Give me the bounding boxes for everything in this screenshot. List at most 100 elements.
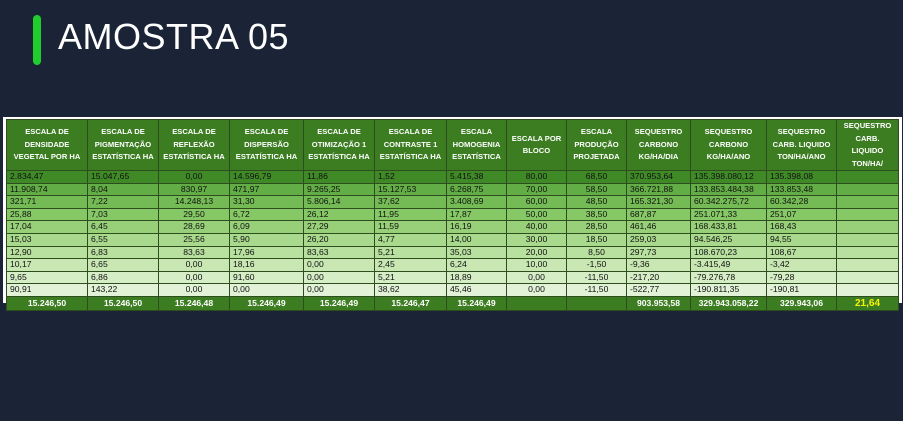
table-cell: -190,81 (766, 283, 837, 297)
table-cell: 17,04 (6, 220, 88, 234)
table-cell: 60.342,28 (766, 195, 837, 209)
table-cell: 90,91 (6, 283, 88, 297)
table-cell: -217,20 (626, 270, 691, 285)
total-cell: 903.953,58 (626, 295, 691, 311)
table-cell: -11,50 (566, 270, 627, 285)
table-cell: 321,71 (6, 195, 88, 209)
table-cell: 9.265,25 (303, 182, 375, 197)
table-cell: 37,62 (374, 195, 447, 209)
table-cell: 6,55 (87, 232, 159, 247)
table-cell: 14.248,13 (158, 195, 230, 209)
table-cell: 17,87 (446, 207, 507, 222)
table-cell: 18,16 (229, 258, 304, 272)
table-cell (836, 245, 899, 260)
table-cell: -3.415,49 (690, 258, 767, 272)
table-cell: 38,62 (374, 283, 447, 297)
table-cell: 251.071,33 (690, 207, 767, 222)
total-cell: 15.246,49 (303, 295, 375, 311)
spreadsheet-image: ESCALA DE DENSIDADE VEGETAL POR HA ESCAL… (3, 117, 902, 311)
table-cell: 0,00 (229, 283, 304, 297)
table-cell: 17,96 (229, 245, 304, 260)
table-cell (836, 283, 899, 297)
table-cell: 70,00 (506, 182, 567, 197)
table-cell: 7,22 (87, 195, 159, 209)
table-cell (836, 207, 899, 222)
table-cell: 14,00 (446, 232, 507, 247)
table-cell: -522,77 (626, 283, 691, 297)
table-cell: 5,21 (374, 245, 447, 260)
table-cell: 9,65 (6, 270, 88, 285)
table-cell: 370.953,64 (626, 170, 691, 184)
total-cell: 15.246,48 (158, 295, 230, 311)
table-cell: 15.047,65 (87, 170, 159, 184)
table-row: 90,91 143,22 0,00 0,00 0,00 38,62 45,46 0,00 -11… (6, 283, 899, 297)
table-cell: 0,00 (158, 270, 230, 285)
column-header: ESCALA DE REFLEXÃO ESTATÍSTICA HA (158, 119, 230, 171)
column-header: SEQUESTRO CARB. LIQUIDO TON/HA/ANO (766, 119, 837, 171)
table-cell: 20,00 (506, 245, 567, 260)
table-cell: -190.811,35 (690, 283, 767, 297)
column-header: SEQUESTRO CARB. LIQUIDO TON/HA/ (836, 119, 899, 171)
table-cell: 18,50 (566, 232, 627, 247)
total-cell: 15.246,50 (87, 295, 159, 311)
table-cell: 168.433,81 (690, 220, 767, 234)
total-cell (506, 295, 567, 311)
column-header: ESCALA POR BLOCO (506, 119, 567, 171)
table-cell: 27,29 (303, 220, 375, 234)
table-cell: 14.596,79 (229, 170, 304, 184)
table-cell: 7,03 (87, 207, 159, 222)
table-row: 17,04 6,45 28,69 6,09 27,29 11,59 16,19 40,00 28… (6, 220, 899, 234)
table-cell: -3,42 (766, 258, 837, 272)
table-cell: 38,50 (566, 207, 627, 222)
table-cell: 0,00 (158, 283, 230, 297)
table-cell: 2.834,47 (6, 170, 88, 184)
table-cell: 133.853,48 (766, 182, 837, 197)
column-header: ESCALA DE CONTRASTE 1 ESTATÍSTICA HA (374, 119, 447, 171)
table-cell: 11,95 (374, 207, 447, 222)
table-cell: 6,72 (229, 207, 304, 222)
totals-row: 15.246,50 15.246,50 15.246,48 15.246,49 15.2… (6, 295, 899, 311)
table-cell: 31,30 (229, 195, 304, 209)
table-row: 10,17 6,65 0,00 18,16 0,00 2,45 6,24 10,00 -1,50… (6, 258, 899, 272)
table-cell: 6,45 (87, 220, 159, 234)
table-cell (836, 170, 899, 184)
table-cell: 15,03 (6, 232, 88, 247)
table-cell: 6,09 (229, 220, 304, 234)
column-header: SEQUESTRO CARBONO KG/HA/ANO (690, 119, 767, 171)
table-cell: 10,00 (506, 258, 567, 272)
table-cell: 135.398.080,12 (690, 170, 767, 184)
table-cell: 15.127,53 (374, 182, 447, 197)
table-cell: 5,90 (229, 232, 304, 247)
table-cell: 165.321,30 (626, 195, 691, 209)
table-cell: 10,17 (6, 258, 88, 272)
table-cell: 0,00 (303, 258, 375, 272)
total-cell: 15.246,47 (374, 295, 447, 311)
table-cell: 2,45 (374, 258, 447, 272)
table-cell: 297,73 (626, 245, 691, 260)
table-cell: 11,86 (303, 170, 375, 184)
table-cell: 0,00 (303, 270, 375, 285)
table-cell: 28,69 (158, 220, 230, 234)
table-cell: 366.721,88 (626, 182, 691, 197)
table-cell: 461,46 (626, 220, 691, 234)
table-row: 321,71 7,22 14.248,13 31,30 5.806,14 37,62 3.4… (6, 195, 899, 209)
table-cell: 471,97 (229, 182, 304, 197)
table-row: 12,90 6,83 83,63 17,96 83,63 5,21 35,03 20,00 8,… (6, 245, 899, 260)
table-cell: 259,03 (626, 232, 691, 247)
table-row: 25,88 7,03 29,50 6,72 26,12 11,95 17,87 50,00 38… (6, 207, 899, 222)
table-cell: 135.398,08 (766, 170, 837, 184)
column-header: ESCALA DE OTIMIZAÇÃO 1 ESTATÍSTICA HA (303, 119, 375, 171)
column-header: ESCALA DE DISPERSÃO ESTATÍSTICA HA (229, 119, 304, 171)
table-row: 15,03 6,55 25,56 5,90 26,20 4,77 14,00 30,00 18,… (6, 232, 899, 247)
column-header: ESCALA PRODUÇÃO PROJETADA (566, 119, 627, 171)
table-cell (836, 270, 899, 285)
table-cell: 26,20 (303, 232, 375, 247)
total-cell: 15.246,50 (6, 295, 88, 311)
table-cell: 6,65 (87, 258, 159, 272)
table-cell: 0,00 (303, 283, 375, 297)
table-cell: 108.670,23 (690, 245, 767, 260)
column-header: ESCALA DE DENSIDADE VEGETAL POR HA (6, 119, 88, 171)
header-row: ESCALA DE DENSIDADE VEGETAL POR HA ESCAL… (6, 119, 899, 171)
table-cell: 60,00 (506, 195, 567, 209)
table-cell: 11.908,74 (6, 182, 88, 197)
